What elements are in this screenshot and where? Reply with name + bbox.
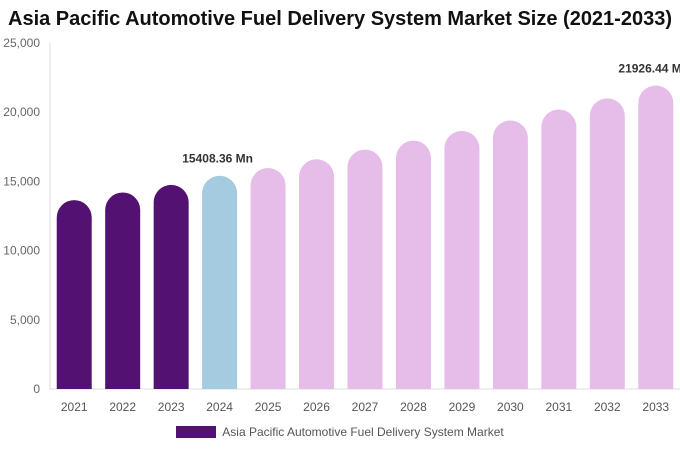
y-tick-label: 0 <box>33 382 40 396</box>
bar-2022 <box>105 192 141 389</box>
x-tick-label: 2027 <box>352 400 379 414</box>
bar-2031 <box>541 109 577 389</box>
x-tick-label: 2031 <box>545 400 572 414</box>
x-tick-label: 2030 <box>497 400 524 414</box>
y-tick-label: 10,000 <box>3 244 40 258</box>
x-tick-label: 2022 <box>109 400 136 414</box>
y-tick-label: 15,000 <box>3 174 40 188</box>
bar-2030 <box>492 120 528 389</box>
chart-title: Asia Pacific Automotive Fuel Delivery Sy… <box>8 8 672 30</box>
x-tick-label: 2033 <box>642 400 669 414</box>
bar-2025 <box>250 167 286 389</box>
bar-2033 <box>638 85 674 389</box>
bar-2027 <box>347 149 383 389</box>
x-tick-label: 2021 <box>61 400 88 414</box>
legend-label: Asia Pacific Automotive Fuel Delivery Sy… <box>222 425 504 439</box>
x-tick-label: 2025 <box>255 400 282 414</box>
legend-swatch <box>176 426 217 438</box>
y-tick-label: 20,000 <box>3 105 40 119</box>
x-tick-label: 2023 <box>158 400 185 414</box>
legend: Asia Pacific Automotive Fuel Delivery Sy… <box>0 425 680 439</box>
x-tick-label: 2032 <box>594 400 621 414</box>
data-label: 21926.44 Mn <box>618 62 680 76</box>
bar-2026 <box>299 159 335 389</box>
x-tick-label: 2028 <box>400 400 427 414</box>
y-tick-label: 5,000 <box>10 313 40 327</box>
bar-2028 <box>395 140 431 389</box>
data-label: 15408.36 Mn <box>182 152 253 166</box>
bar-2021 <box>56 200 92 389</box>
x-tick-label: 2026 <box>303 400 330 414</box>
bar-2024 <box>202 175 238 389</box>
bar-2023 <box>153 184 189 389</box>
bar-2032 <box>589 98 625 390</box>
bar-2029 <box>444 130 480 389</box>
x-tick-label: 2024 <box>206 400 233 414</box>
x-tick-label: 2029 <box>449 400 476 414</box>
y-tick-label: 25,000 <box>3 36 40 50</box>
